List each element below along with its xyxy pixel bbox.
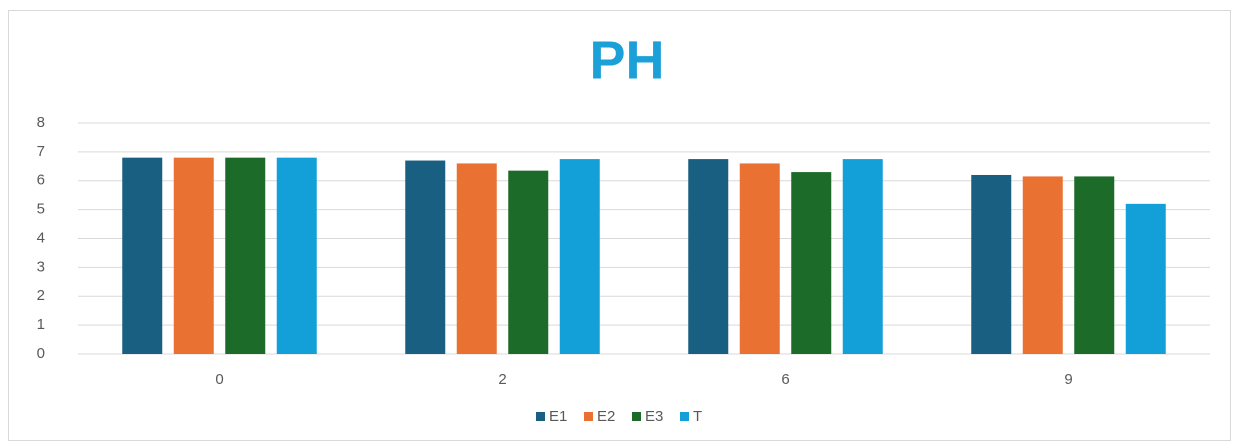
x-tick-label: 6 <box>781 371 789 388</box>
legend-swatch <box>632 412 641 421</box>
chart-title: PH <box>589 30 664 90</box>
legend-swatch <box>680 412 689 421</box>
bar <box>1074 176 1115 354</box>
x-tick-label: 9 <box>1064 371 1072 388</box>
y-tick-label: 2 <box>37 287 45 304</box>
bar <box>1125 203 1166 354</box>
y-tick-label: 0 <box>37 345 45 362</box>
x-tick-label: 0 <box>215 371 223 388</box>
bar <box>276 157 317 354</box>
bar <box>971 174 1012 354</box>
legend-swatch <box>584 412 593 421</box>
y-tick-label: 7 <box>37 143 45 160</box>
y-tick-label: 3 <box>37 258 45 275</box>
bar <box>791 172 832 354</box>
bar <box>1022 176 1063 354</box>
y-tick-label: 6 <box>37 172 45 189</box>
bar <box>225 157 266 354</box>
legend-label: E3 <box>645 408 663 425</box>
legend-label: E2 <box>597 408 615 425</box>
bar <box>122 157 163 354</box>
bar <box>559 159 600 354</box>
y-tick-label: 4 <box>37 229 45 246</box>
y-tick-label: 8 <box>37 114 45 131</box>
bar <box>688 159 729 354</box>
legend-label: T <box>693 408 702 425</box>
bar <box>173 157 214 354</box>
legend-label: E1 <box>549 408 567 425</box>
y-tick-label: 1 <box>37 316 45 333</box>
bar <box>842 159 883 354</box>
y-tick-label: 5 <box>37 201 45 218</box>
bar <box>405 160 446 354</box>
bar <box>456 163 497 354</box>
x-tick-label: 2 <box>498 371 506 388</box>
bar <box>508 170 549 354</box>
legend-swatch <box>536 412 545 421</box>
bar <box>739 163 780 354</box>
